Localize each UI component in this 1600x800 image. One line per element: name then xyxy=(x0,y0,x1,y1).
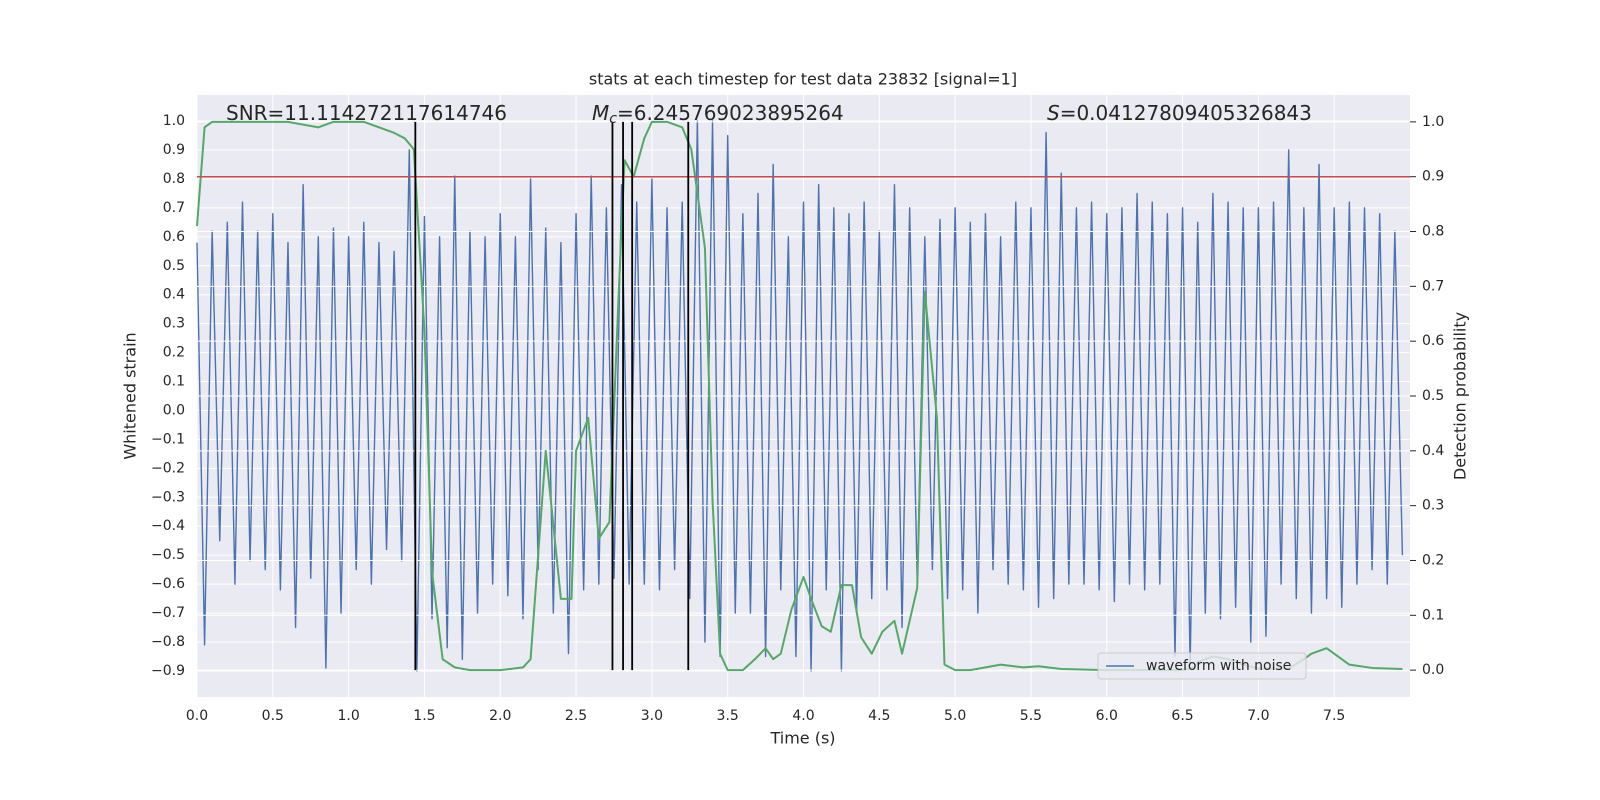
y-tick-label: −0.6 xyxy=(151,576,185,592)
y2-tick-label: 0.5 xyxy=(1422,388,1444,404)
x-tick-label: 3.5 xyxy=(717,708,739,724)
y-tick-label: −0.2 xyxy=(151,460,185,476)
annotation-symbol: S xyxy=(1047,101,1060,125)
x-tick-label: 1.5 xyxy=(413,708,435,724)
y-tick-label: 0.8 xyxy=(163,171,185,187)
x-tick-label: 2.0 xyxy=(489,708,511,724)
y2-tick-label: 0.8 xyxy=(1422,224,1444,240)
x-tick-label: 7.5 xyxy=(1323,708,1345,724)
y-tick-label: −0.1 xyxy=(151,431,185,447)
annotation-text: SNR=11.114272117614746 xyxy=(226,101,507,125)
y-tick-label: −0.3 xyxy=(151,489,185,505)
annotation-subscript: c xyxy=(609,111,617,127)
annotation: S=0.04127809405326843 xyxy=(1047,101,1312,125)
y2-tick-label: 0.3 xyxy=(1422,498,1444,514)
y2-tick-label: 0.0 xyxy=(1422,662,1444,678)
annotation-symbol: M xyxy=(592,101,609,125)
y2-tick-label: 0.7 xyxy=(1422,278,1444,294)
x-tick-label: 1.0 xyxy=(337,708,359,724)
x-tick-label: 6.5 xyxy=(1171,708,1193,724)
y-tick-label: 0.3 xyxy=(163,316,185,332)
y-tick-label: 0.2 xyxy=(163,345,185,361)
chart-title: stats at each timestep for test data 238… xyxy=(589,70,1017,89)
x-tick-label: 4.0 xyxy=(792,708,814,724)
annotation-text: =6.245769023895264 xyxy=(617,101,844,125)
legend-box xyxy=(1097,652,1307,680)
y-tick-label: 0.1 xyxy=(163,374,185,390)
y2-axis-label: Detection probability xyxy=(1451,312,1470,480)
x-tick-label: 2.5 xyxy=(565,708,587,724)
y-tick-label: 0.0 xyxy=(163,402,185,418)
x-axis-label: Time (s) xyxy=(769,729,835,748)
x-tick-label: 7.0 xyxy=(1247,708,1269,724)
y2-tick-label: 0.2 xyxy=(1422,552,1444,568)
x-tick-label: 3.0 xyxy=(641,708,663,724)
y-tick-label: 0.7 xyxy=(163,200,185,216)
y-tick-label: 0.5 xyxy=(163,258,185,274)
waveform-line xyxy=(196,120,1404,672)
x-tick-label: 0.0 xyxy=(186,708,208,724)
y2-tick-label: 0.6 xyxy=(1422,333,1444,349)
y2-tick-label: 0.1 xyxy=(1422,607,1444,623)
y-tick-label: −0.4 xyxy=(151,518,185,534)
y-tick-label: −0.8 xyxy=(151,634,185,650)
y-tick-label: −0.5 xyxy=(151,547,185,563)
annotation: SNR=11.114272117614746 xyxy=(226,101,507,125)
x-tick-label: 4.5 xyxy=(868,708,890,724)
annotation-text: =0.04127809405326843 xyxy=(1060,101,1312,125)
x-tick-label: 5.5 xyxy=(1020,708,1042,724)
y-tick-label: −0.9 xyxy=(151,663,185,679)
y2-tick-label: 0.9 xyxy=(1422,169,1444,185)
y-tick-label: 0.9 xyxy=(163,142,185,158)
y-tick-label: 1.0 xyxy=(163,113,185,129)
y2-tick-label: 0.4 xyxy=(1422,443,1444,459)
annotation: Mc=6.245769023895264 xyxy=(592,101,844,128)
y-tick-label: 0.4 xyxy=(163,287,185,303)
x-tick-label: 6.0 xyxy=(1096,708,1118,724)
y-axis-label: Whitened strain xyxy=(121,332,140,459)
x-tick-label: 5.0 xyxy=(944,708,966,724)
y-tick-label: 0.6 xyxy=(163,229,185,245)
y2-tick-label: 1.0 xyxy=(1422,114,1444,130)
legend-label: waveform with noise xyxy=(1146,658,1291,674)
x-tick-label: 0.5 xyxy=(262,708,284,724)
y-tick-label: −0.7 xyxy=(151,605,185,621)
